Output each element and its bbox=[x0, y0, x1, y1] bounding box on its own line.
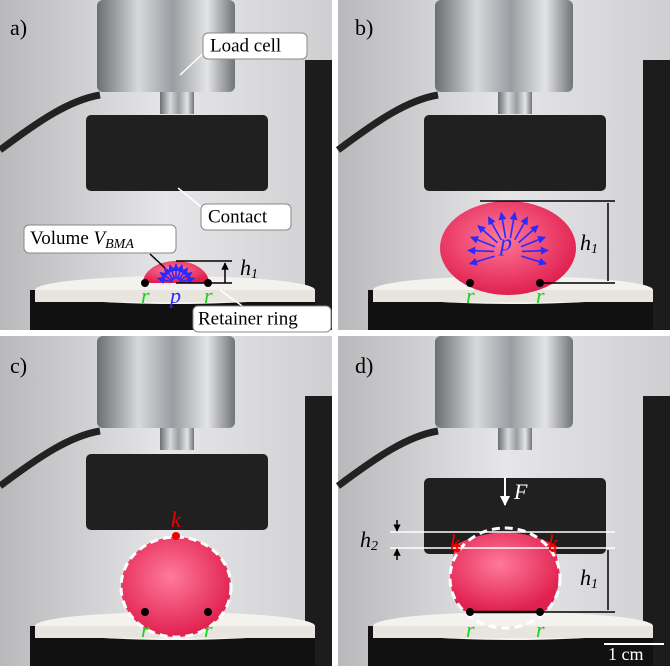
contact-block bbox=[86, 115, 268, 191]
retainer-ring-label: Retainer ring bbox=[198, 308, 298, 329]
point-label: r bbox=[141, 283, 150, 308]
force-label: F bbox=[513, 479, 528, 504]
subscript: 1 bbox=[251, 267, 258, 282]
shaft bbox=[160, 92, 194, 114]
load-cell bbox=[435, 0, 573, 92]
base-plate-edge bbox=[373, 626, 653, 638]
curvature-label: k bbox=[548, 530, 559, 555]
shaft bbox=[498, 428, 532, 450]
load-cell bbox=[97, 336, 235, 428]
contact-point bbox=[466, 608, 474, 616]
contact-point bbox=[204, 608, 212, 616]
point-label: r bbox=[466, 283, 475, 308]
contact-block bbox=[424, 115, 606, 191]
symbol: h bbox=[580, 230, 591, 255]
subscript: BMA bbox=[105, 237, 134, 252]
panel-label: a) bbox=[10, 15, 27, 40]
curvature-point bbox=[172, 532, 180, 540]
shaft bbox=[498, 92, 532, 114]
symbol: h bbox=[360, 527, 371, 552]
point-label: r bbox=[536, 617, 545, 642]
gel bbox=[450, 533, 560, 613]
scale-bar-label: 1 cm bbox=[608, 644, 644, 664]
curvature-label: k bbox=[450, 530, 461, 555]
contact-label: Contact bbox=[208, 206, 268, 227]
load-cell bbox=[435, 336, 573, 428]
pressure-label: p bbox=[168, 283, 181, 308]
pressure-arrow bbox=[468, 250, 494, 251]
subscript: 1 bbox=[591, 242, 598, 257]
shaft bbox=[160, 428, 194, 450]
pressure-label: p bbox=[498, 231, 512, 257]
subscript: 1 bbox=[591, 577, 598, 592]
pressure-arrow bbox=[522, 250, 548, 251]
point-label: r bbox=[141, 617, 150, 642]
subscript: 2 bbox=[371, 539, 378, 554]
symbol: h bbox=[580, 565, 591, 590]
panel-label: b) bbox=[355, 15, 373, 40]
point-label: r bbox=[204, 283, 213, 308]
contact-point bbox=[141, 608, 149, 616]
point-label: r bbox=[466, 617, 475, 642]
label-text: Volume bbox=[30, 228, 89, 249]
figure: a)Load cellContactVolume VBMAh1Retainer … bbox=[0, 0, 670, 666]
point-label: r bbox=[204, 617, 213, 642]
curvature-label: k bbox=[171, 507, 182, 532]
load-cell-label: Load cell bbox=[210, 35, 281, 56]
symbol: h bbox=[240, 255, 251, 280]
panel-label: d) bbox=[355, 353, 373, 378]
panel-label: c) bbox=[10, 353, 27, 378]
point-label: r bbox=[536, 283, 545, 308]
